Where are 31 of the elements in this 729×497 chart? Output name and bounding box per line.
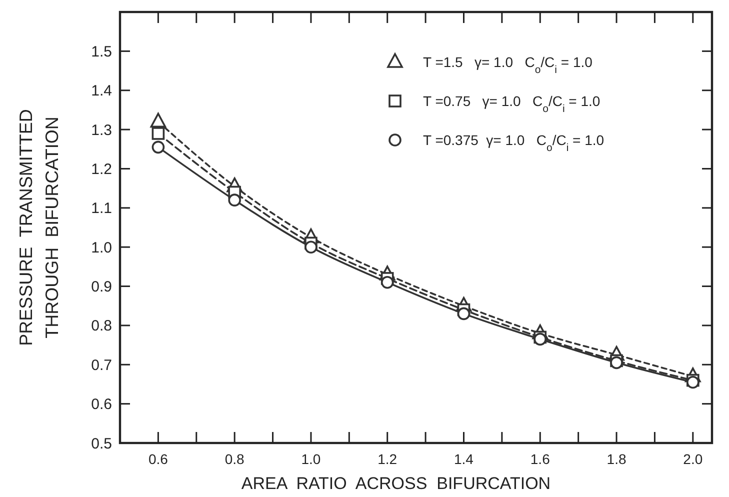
x-tick-label: 2.0	[683, 451, 703, 467]
point	[457, 307, 470, 320]
point	[304, 240, 318, 254]
x-tick-label: 0.8	[224, 451, 245, 467]
y-tick-label: 1.1	[91, 200, 112, 218]
y-tick-label: 1.5	[91, 43, 112, 60]
legend-label: T =0.375 γ= 1.0 C$_{o}$/C$_{i}$ = 1.0	[423, 132, 604, 154]
y-tick-label: 0.5	[91, 435, 112, 452]
legend-label: T =1.5 γ= 1.0 C$_{o}$/C$_{i}$ = 1.0	[423, 54, 593, 76]
point	[228, 194, 241, 206]
point	[380, 276, 394, 289]
y-tick-label: 1.2	[91, 160, 112, 178]
y-tick-label: 1.3	[91, 122, 112, 139]
x-tick-label: 1.0	[301, 451, 321, 467]
point	[152, 140, 165, 154]
x-tick-label: 1.8	[606, 451, 626, 467]
x-tick-label: 0.6	[148, 451, 168, 467]
y-tick-label: 1.0	[91, 239, 112, 256]
x-tick-label: 1.2	[378, 451, 398, 467]
y-tick-label: 0.8	[91, 318, 112, 335]
y-tick-label: 0.7	[91, 356, 112, 374]
y-tick-label: 0.9	[91, 278, 112, 296]
x-axis-title: AREA RATIO ACROSS BIFURCATION	[241, 474, 551, 493]
x-tick-label: 1.4	[454, 451, 474, 467]
x-tick-label: 1.6	[530, 451, 550, 467]
y-axis-title: PRESSURE TRANSMITTED THROUGH BIFURCATION	[16, 109, 62, 346]
y-tick-label: 0.6	[91, 396, 112, 414]
legend-label: T =0.75 γ= 1.0 C$_{o}$/C$_{i}$ = 1.0	[423, 92, 600, 115]
y-tick-label: 1.4	[91, 82, 112, 100]
point	[152, 127, 165, 140]
point	[150, 112, 166, 128]
